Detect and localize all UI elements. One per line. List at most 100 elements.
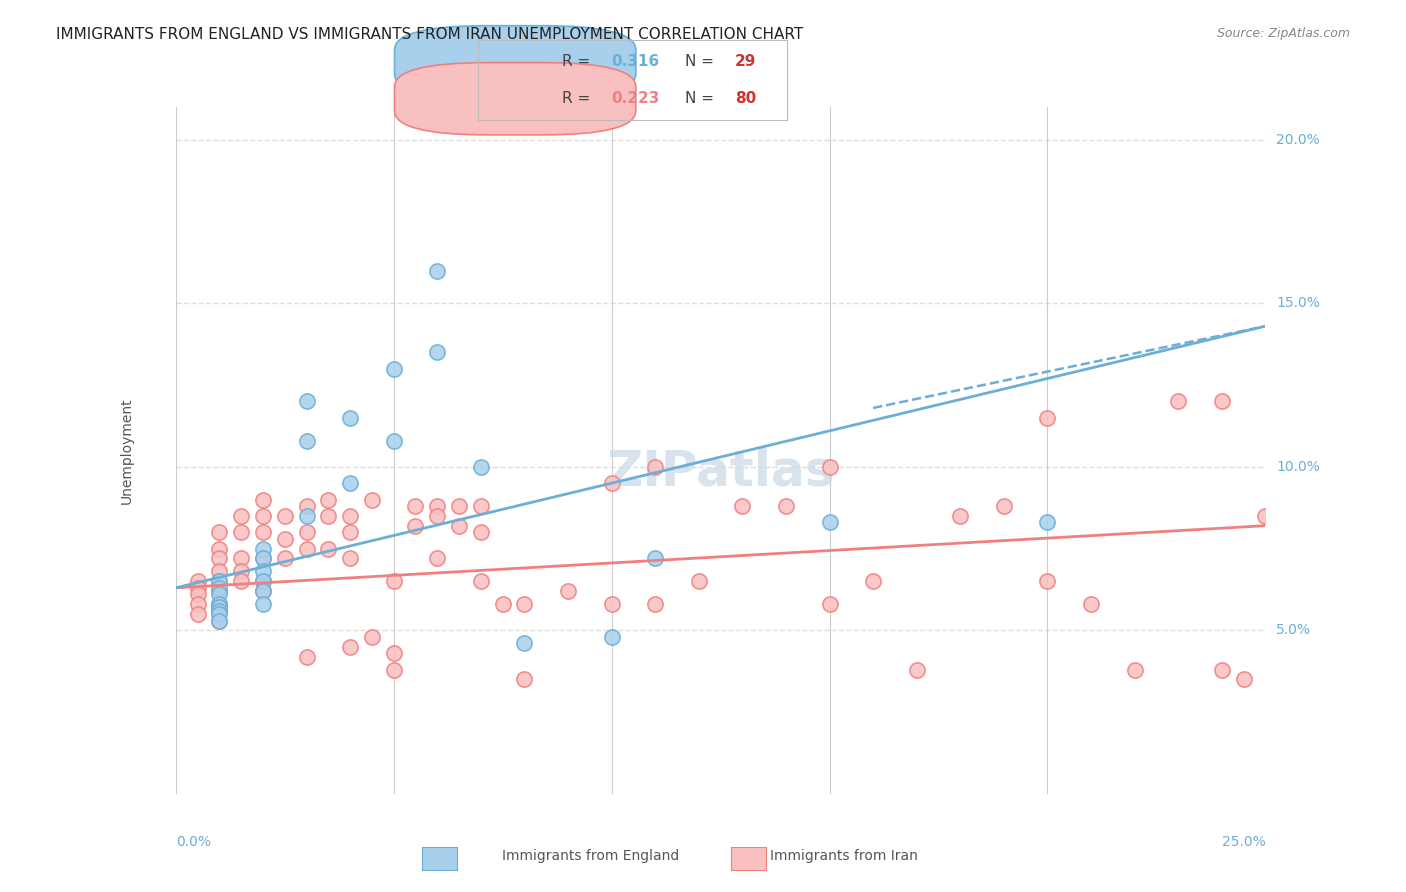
Point [274, 551, 297, 566]
Point [339, 551, 361, 566]
Point [295, 394, 318, 409]
Point [339, 410, 361, 425]
Point [252, 551, 274, 566]
Point [470, 574, 492, 589]
Point [186, 607, 209, 621]
Point [360, 492, 382, 507]
Point [252, 541, 274, 556]
Point [513, 673, 536, 687]
Point [295, 508, 318, 523]
Point [470, 525, 492, 540]
Point [252, 597, 274, 611]
Text: 20.0%: 20.0% [1277, 133, 1320, 147]
Point [426, 508, 449, 523]
FancyBboxPatch shape [395, 26, 636, 98]
Point [492, 597, 515, 611]
Text: N =: N = [685, 91, 718, 106]
Point [405, 499, 427, 513]
Point [426, 499, 449, 513]
Point [426, 263, 449, 277]
Point [1036, 410, 1059, 425]
Text: 5.0%: 5.0% [1277, 624, 1312, 638]
Text: 0.223: 0.223 [612, 91, 659, 106]
Point [274, 508, 297, 523]
Point [382, 574, 405, 589]
Point [295, 525, 318, 540]
Point [208, 600, 231, 615]
Point [295, 499, 318, 513]
Point [231, 574, 253, 589]
Point [186, 587, 209, 601]
Point [339, 508, 361, 523]
Point [382, 646, 405, 660]
Point [295, 434, 318, 448]
Point [600, 630, 623, 644]
Point [1167, 394, 1189, 409]
Text: R =: R = [561, 91, 595, 106]
Point [318, 541, 340, 556]
Point [208, 565, 231, 579]
Text: Source: ZipAtlas.com: Source: ZipAtlas.com [1216, 27, 1350, 40]
Point [513, 597, 536, 611]
Point [318, 492, 340, 507]
Point [252, 508, 274, 523]
Text: Immigrants from Iran: Immigrants from Iran [769, 849, 918, 863]
Point [382, 663, 405, 677]
Point [644, 459, 666, 474]
Point [447, 499, 470, 513]
Point [993, 499, 1015, 513]
Point [231, 551, 253, 566]
Point [360, 630, 382, 644]
Point [382, 434, 405, 448]
Point [186, 574, 209, 589]
Point [644, 597, 666, 611]
Point [1036, 516, 1059, 530]
Point [905, 663, 928, 677]
Point [208, 607, 231, 621]
Point [1211, 663, 1233, 677]
Point [644, 551, 666, 566]
Text: 29: 29 [735, 54, 756, 70]
Point [295, 541, 318, 556]
Point [274, 532, 297, 546]
Point [208, 584, 231, 599]
Point [208, 604, 231, 618]
Point [208, 574, 231, 589]
Text: 25.0%: 25.0% [1222, 835, 1265, 849]
Point [186, 597, 209, 611]
Point [600, 597, 623, 611]
Point [252, 574, 274, 589]
Point [231, 525, 253, 540]
Point [447, 518, 470, 533]
Point [208, 525, 231, 540]
Point [252, 492, 274, 507]
Point [339, 640, 361, 654]
Point [1080, 597, 1102, 611]
Point [252, 584, 274, 599]
Text: ZIPatlas: ZIPatlas [606, 447, 835, 495]
Point [252, 574, 274, 589]
Point [862, 574, 884, 589]
Text: 10.0%: 10.0% [1277, 459, 1320, 474]
Point [818, 459, 841, 474]
Point [470, 459, 492, 474]
Point [252, 584, 274, 599]
Text: 80: 80 [735, 91, 756, 106]
Point [513, 636, 536, 650]
Point [208, 581, 231, 595]
Text: 0.316: 0.316 [612, 54, 659, 70]
Point [949, 508, 972, 523]
Point [318, 508, 340, 523]
Point [470, 499, 492, 513]
Point [186, 581, 209, 595]
Point [600, 476, 623, 491]
Point [1036, 574, 1059, 589]
Text: N =: N = [685, 54, 718, 70]
Point [1232, 673, 1256, 687]
Point [252, 551, 274, 566]
Point [818, 516, 841, 530]
Text: 0.0%: 0.0% [176, 835, 211, 849]
Point [731, 499, 754, 513]
Point [252, 525, 274, 540]
Point [208, 597, 231, 611]
